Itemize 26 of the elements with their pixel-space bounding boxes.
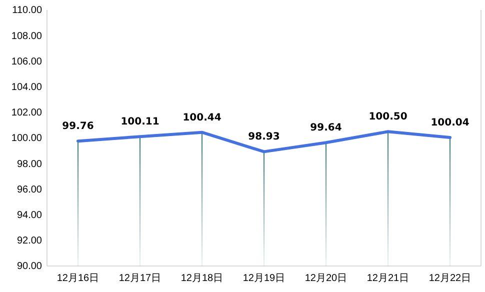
y-tick-label: 94.00 bbox=[16, 210, 42, 221]
text: 100.44 bbox=[182, 112, 222, 124]
text: 100.11 bbox=[120, 116, 160, 128]
y-tick-label: 92.00 bbox=[16, 236, 42, 247]
x-tick-label: 12月16日 bbox=[56, 273, 100, 284]
text: 98.93 bbox=[248, 132, 280, 143]
text: 99.64 bbox=[310, 122, 342, 134]
y-tick-label: 98.00 bbox=[16, 158, 42, 170]
x-tick-label: 12月21日 bbox=[366, 273, 410, 284]
y-tick-label: 90.00 bbox=[16, 261, 42, 272]
text: 99.76 bbox=[62, 121, 94, 132]
x-tick-label: 12月19日 bbox=[242, 273, 286, 284]
x-tick-label: 12月18日 bbox=[180, 273, 224, 284]
x-tick-label: 12月17日 bbox=[118, 273, 162, 284]
x-tick-label: 12月22日 bbox=[428, 273, 472, 284]
y-tick-label: 100.00 bbox=[11, 133, 42, 144]
x-tick-label: 12月20日 bbox=[304, 273, 348, 284]
y-tick-label: 106.00 bbox=[11, 56, 42, 68]
line-series bbox=[76, 130, 452, 154]
y-tick-label: 104.00 bbox=[11, 82, 42, 93]
y-tick-label: 96.00 bbox=[16, 184, 42, 196]
y-tick-label: 102.00 bbox=[11, 108, 42, 119]
text: 100.50 bbox=[368, 112, 408, 123]
y-tick-label: 110.00 bbox=[12, 5, 42, 16]
text: 100.04 bbox=[430, 117, 470, 128]
y-tick-label: 108.00 bbox=[11, 30, 42, 42]
